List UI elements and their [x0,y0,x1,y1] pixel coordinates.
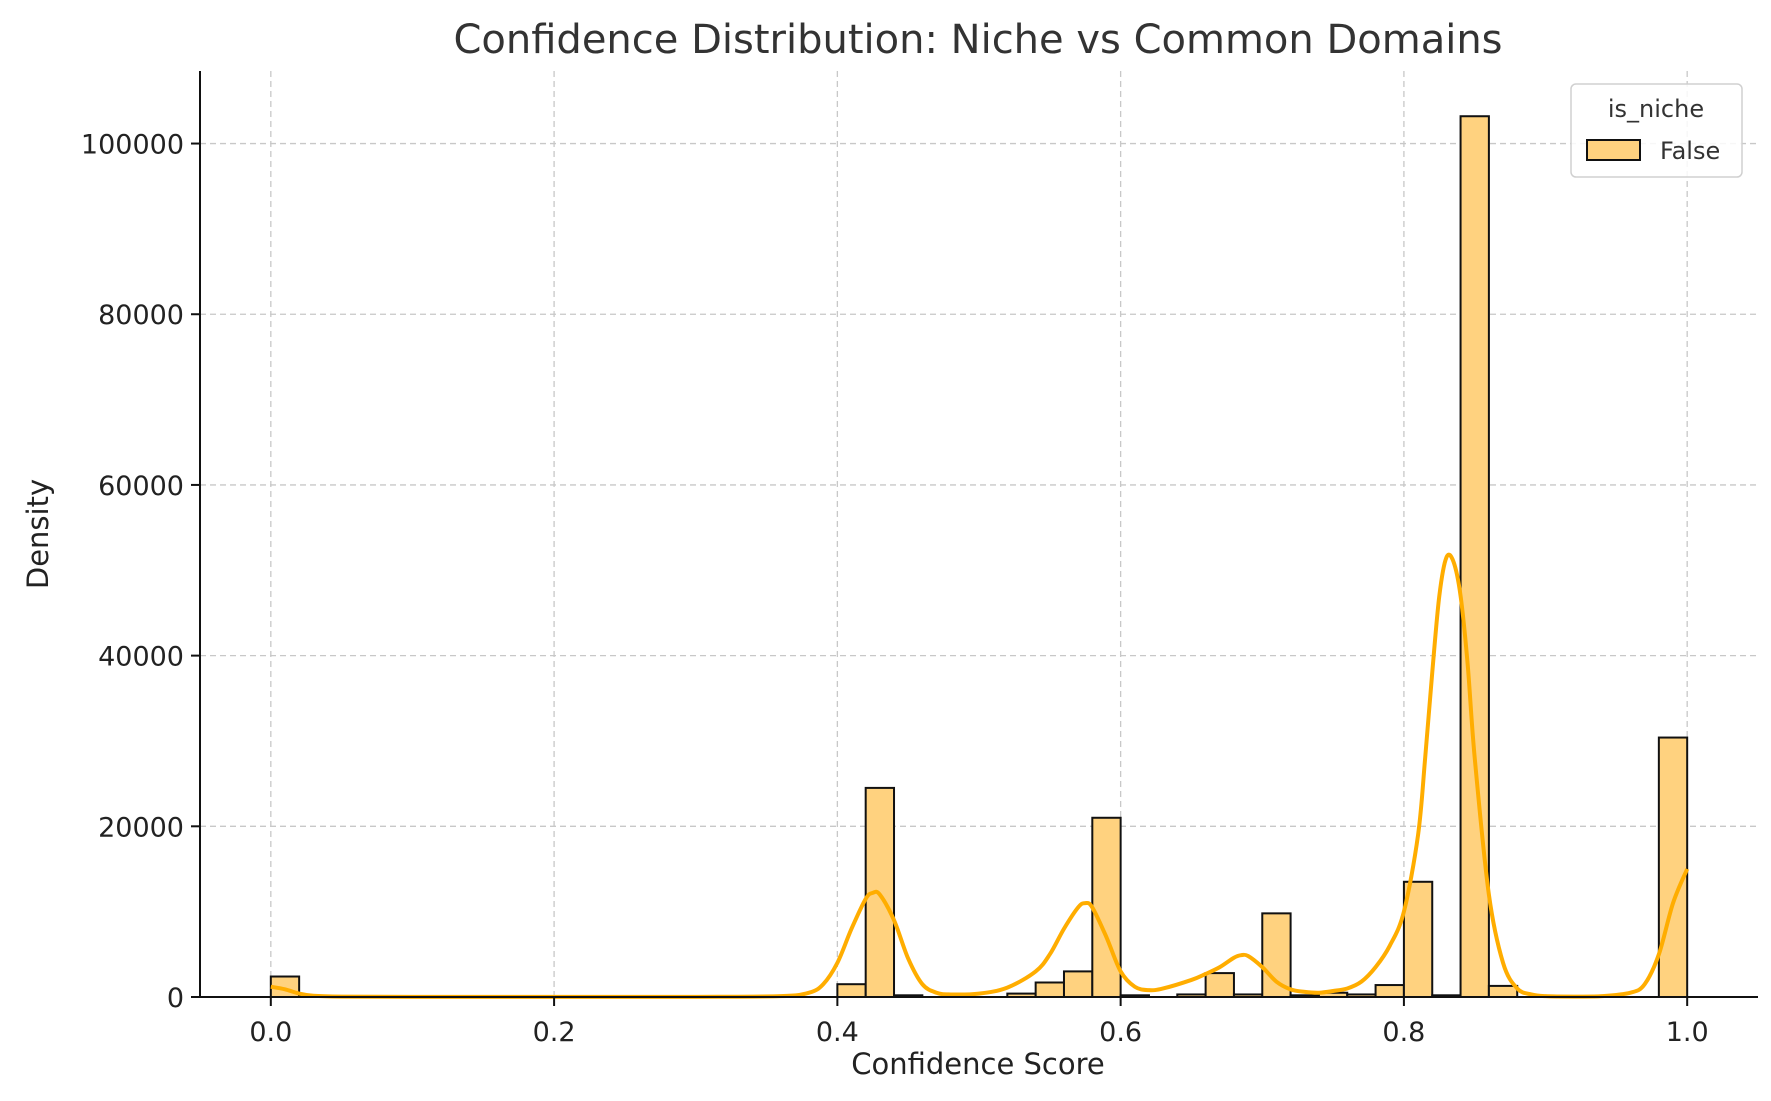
histogram-bar [1034,981,1065,999]
x-tick-label: 1.0 [1666,1017,1709,1048]
y-tick-label: 0 [167,983,184,1014]
y-tick-label: 100000 [81,130,184,161]
x-tick-label: 0.2 [533,1017,576,1048]
grid-lines [200,71,1758,998]
y-axis-label: Density [21,479,55,589]
histogram-bar [1091,816,1122,998]
histogram-bar [1062,970,1094,998]
kde-curve [270,552,1690,999]
legend-label-false: False [1660,137,1720,165]
histogram-bars [269,115,1689,999]
x-ticks: 0.0 0.2 0.4 0.6 0.8 1.0 [249,997,1709,1048]
y-tick-label: 80000 [98,300,184,331]
legend: is_niche False [1570,83,1743,178]
chart-title: Confidence Distribution: Niche vs Common… [453,17,1502,63]
x-axis-label: Confidence Score [851,1047,1105,1081]
histogram-bar [1402,880,1434,998]
histogram-bar [1657,736,1689,998]
y-tick-label: 40000 [98,642,184,673]
histogram-bar [1204,972,1235,998]
x-tick-label: 0.8 [1382,1017,1425,1048]
y-ticks: 0 20000 40000 60000 80000 100000 [81,130,200,1014]
x-tick-label: 0.0 [249,1017,292,1048]
x-tick-label: 0.4 [816,1017,859,1048]
x-tick-label: 0.6 [1099,1017,1142,1048]
legend-title: is_niche [1608,95,1704,123]
axes [199,71,1758,998]
legend-swatch-false [1586,139,1641,161]
y-tick-label: 60000 [98,471,184,502]
histogram-bar [1261,912,1292,998]
y-tick-label: 20000 [98,812,184,843]
kde-curve-layer [270,552,1690,999]
histogram-bar [1374,984,1405,999]
histogram-bar [836,983,867,999]
histogram-bar [1487,984,1519,999]
